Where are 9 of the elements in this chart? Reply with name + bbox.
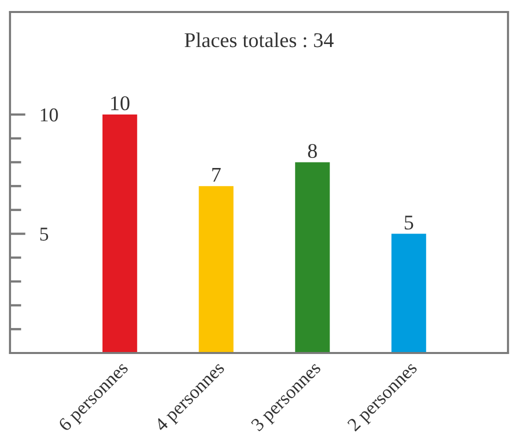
data-label: 5 [404, 216, 414, 230]
data-label: 10 [111, 96, 130, 110]
bar [295, 162, 330, 353]
data-label: 8 [308, 144, 317, 158]
bar [391, 234, 426, 353]
bar [198, 186, 234, 353]
text: Places totales : 34 [184, 32, 334, 48]
data-label: 7 [212, 168, 221, 182]
bar [102, 114, 138, 353]
